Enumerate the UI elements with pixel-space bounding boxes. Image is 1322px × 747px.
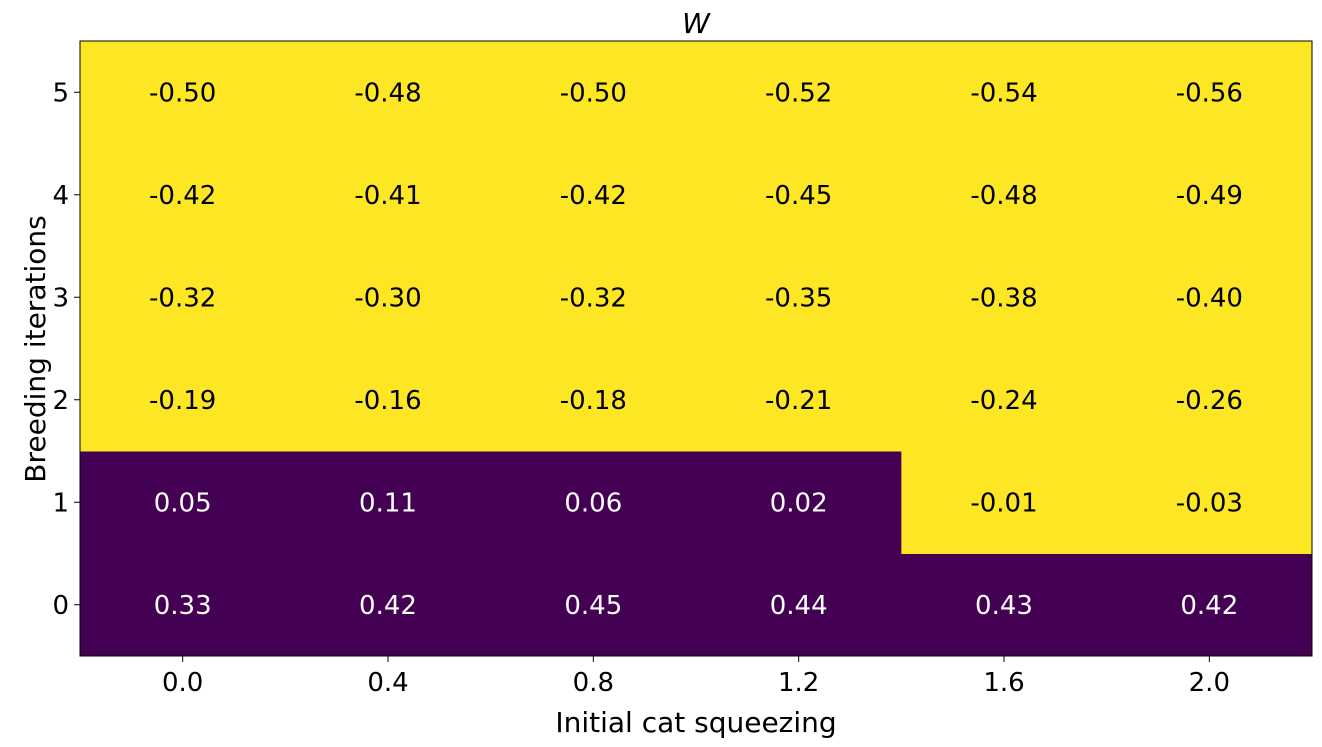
x-tick-label: 0.0 [162, 668, 203, 698]
cell-value-label: 0.06 [564, 488, 622, 518]
plot-frame [79, 40, 1313, 657]
heatmap-cell [901, 553, 1108, 657]
heatmap-cell [285, 348, 492, 452]
heatmap-cell [901, 246, 1108, 349]
heatmap-cell [490, 246, 697, 349]
heatmap-cell [696, 143, 902, 247]
cell-value-label: -0.42 [560, 181, 627, 211]
x-tick-label: 0.4 [367, 668, 408, 698]
cell-value-label: -0.18 [560, 386, 627, 416]
heatmap-cell [80, 143, 286, 247]
x-tick-label: 1.2 [778, 668, 819, 698]
y-tick-label: 3 [52, 283, 69, 313]
heatmap-cell [1106, 41, 1313, 144]
cell-value-label: -0.54 [970, 78, 1037, 108]
cell-value-label: -0.24 [970, 386, 1037, 416]
heatmap-cell [80, 41, 286, 144]
cell-value-label: -0.38 [970, 283, 1037, 313]
cell-value-label: 0.02 [770, 488, 828, 518]
heatmap-cell [285, 451, 492, 554]
heatmap-cell [80, 553, 286, 657]
cell-value-label: -0.50 [149, 78, 216, 108]
heatmap-cell [285, 41, 492, 144]
y-tick-label: 0 [52, 591, 69, 621]
cell-value-label: 0.44 [770, 591, 828, 621]
cell-value-label: -0.40 [1176, 283, 1243, 313]
cell-value-label: -0.03 [1176, 488, 1243, 518]
y-tick-label: 2 [52, 386, 69, 416]
x-tick-label: 2.0 [1189, 668, 1230, 698]
heatmap-cell [490, 553, 697, 657]
cell-value-label: -0.41 [354, 181, 421, 211]
heatmap-cell [80, 348, 286, 452]
heatmap-cell [1106, 451, 1313, 554]
cell-value-label: -0.35 [765, 283, 832, 313]
x-axis-ticks: 0.0 0.4 0.8 1.2 1.6 2.0 [162, 656, 1230, 698]
y-tick-label: 5 [52, 78, 69, 108]
cell-value-label: 0.42 [1180, 591, 1238, 621]
heatmap-cell [696, 246, 902, 349]
heatmap-cell [285, 246, 492, 349]
heatmap-cell [696, 41, 902, 144]
heatmap-cell [490, 143, 697, 247]
heatmap-cell [1106, 143, 1313, 247]
cell-value-label: -0.52 [765, 78, 832, 108]
heatmap-cell [490, 451, 697, 554]
y-axis-ticks: 0 1 2 3 4 5 [52, 78, 80, 621]
cell-value-label: -0.19 [149, 386, 216, 416]
cell-value-label: 0.33 [154, 591, 212, 621]
cell-value-label: 0.42 [359, 591, 417, 621]
cell-value-label: -0.30 [354, 283, 421, 313]
heatmap-cell [696, 451, 902, 554]
heatmap-cells: 0.33 0.42 0.45 0.44 0.43 0.42 0.05 0.11 0.06 0.02… [80, 41, 1313, 657]
cell-value-label: -0.01 [970, 488, 1037, 518]
cell-value-label: -0.48 [354, 78, 421, 108]
heatmap-cell [490, 41, 697, 144]
heatmap-cell [696, 553, 902, 657]
cell-value-label: -0.42 [149, 181, 216, 211]
cell-value-label: -0.56 [1176, 78, 1243, 108]
cell-value-label: -0.48 [970, 181, 1037, 211]
cell-value-label: -0.21 [765, 386, 832, 416]
y-tick-label: 4 [52, 181, 69, 211]
heatmap-cell [80, 246, 286, 349]
heatmap-cell [901, 41, 1108, 144]
cell-value-label: 0.05 [154, 488, 212, 518]
cell-value-label: 0.43 [975, 591, 1033, 621]
x-tick-label: 0.8 [573, 668, 614, 698]
x-tick-label: 1.6 [983, 668, 1024, 698]
y-tick-label: 1 [52, 488, 69, 518]
heatmap-cell [1106, 246, 1313, 349]
x-axis-label: Initial cat squeezing [555, 706, 836, 739]
heatmap-cell [696, 348, 902, 452]
heatmap-cell [1106, 553, 1313, 657]
y-axis-label: Breeding iterations [19, 215, 52, 482]
cell-value-label: -0.32 [560, 283, 627, 313]
cell-value-label: -0.45 [765, 181, 832, 211]
cell-value-label: -0.32 [149, 283, 216, 313]
cell-value-label: 0.45 [564, 591, 622, 621]
chart-title: W [682, 7, 711, 40]
cell-value-label: -0.16 [354, 386, 421, 416]
heatmap-cell [285, 143, 492, 247]
cell-value-label: 0.11 [359, 488, 417, 518]
heatmap-cell [285, 553, 492, 657]
heatmap-cell [901, 143, 1108, 247]
cell-value-label: -0.50 [560, 78, 627, 108]
heatmap-cell [1106, 348, 1313, 452]
heatmap-cell [80, 451, 286, 554]
heatmap-cell [901, 348, 1108, 452]
heatmap-cell [490, 348, 697, 452]
cell-value-label: -0.49 [1176, 181, 1243, 211]
heatmap-cell [901, 451, 1108, 554]
cell-value-label: -0.26 [1176, 386, 1243, 416]
